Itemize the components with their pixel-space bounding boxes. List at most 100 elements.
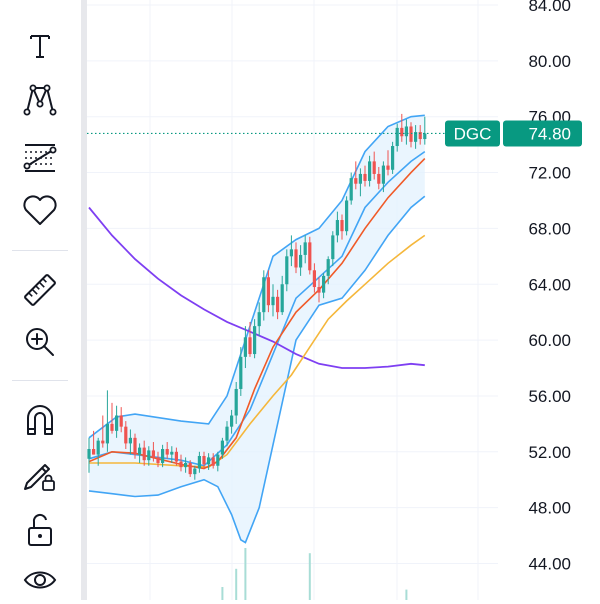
candlesticks: [87, 113, 427, 480]
ticker-tag: [445, 120, 500, 147]
candle-body: [225, 426, 229, 441]
candle: [234, 381, 238, 424]
price-tick-label: 52.00: [528, 443, 571, 462]
candle-body: [119, 415, 123, 427]
heart-icon: [23, 195, 57, 225]
volume-bars: [221, 548, 408, 600]
candle-body: [391, 146, 395, 170]
candle: [349, 172, 353, 205]
price-tick-label: 68.00: [528, 219, 571, 238]
price-tick-label: 64.00: [528, 275, 571, 294]
price-tick-label: 48.00: [528, 499, 571, 518]
lock-drawing-tool-button[interactable]: [16, 450, 64, 498]
prediction-icon: [23, 144, 57, 172]
candle-body: [133, 437, 137, 455]
candle-body: [124, 426, 128, 444]
candle: [409, 122, 413, 148]
candle: [276, 289, 280, 320]
zoom-tool-button[interactable]: [16, 318, 64, 366]
magnet-tool-button[interactable]: [16, 396, 64, 444]
candle: [289, 235, 293, 267]
candle: [124, 421, 128, 450]
candle-body: [423, 133, 427, 140]
toolbar-separator: [12, 380, 68, 381]
candle-body: [386, 165, 390, 170]
candle: [179, 454, 183, 472]
candle-body: [322, 275, 326, 293]
candle-body: [368, 161, 372, 181]
lock-all-tool-button[interactable]: [16, 506, 64, 554]
candle: [285, 249, 289, 292]
candle: [184, 457, 188, 473]
candle: [161, 444, 165, 468]
candle-body: [147, 450, 151, 461]
candle: [395, 123, 399, 152]
candle-body: [308, 242, 312, 271]
measure-tool-button[interactable]: [16, 266, 64, 314]
toolbar-separator: [12, 250, 68, 251]
candle: [404, 119, 408, 145]
price-tick-label: 84.00: [528, 0, 571, 15]
last-price-label: 74.80: [528, 124, 571, 143]
candle-body: [409, 126, 413, 142]
candle-body: [414, 132, 418, 142]
hide-tool-button[interactable]: [16, 556, 64, 604]
candle-body: [128, 437, 132, 444]
candle: [142, 440, 146, 466]
candle-body: [395, 127, 399, 147]
favorites-tool-button[interactable]: [16, 186, 64, 234]
drawing-toolbar: [0, 0, 82, 600]
candle: [165, 442, 169, 459]
candle: [312, 263, 316, 293]
candle-body: [331, 235, 335, 260]
candle-body: [239, 356, 243, 389]
candle-body: [184, 462, 188, 468]
candle: [372, 151, 376, 180]
candle: [345, 196, 349, 236]
volume-bar: [235, 568, 238, 600]
xabcd-pattern-icon: [23, 84, 57, 116]
candle-body: [151, 450, 155, 458]
candle: [156, 451, 160, 468]
candle-body: [400, 127, 404, 137]
candle: [271, 284, 275, 317]
candle: [92, 430, 96, 455]
candle: [202, 451, 206, 469]
candle: [220, 437, 224, 459]
volume-bar: [221, 587, 224, 600]
candle-body: [271, 296, 275, 306]
candle: [253, 319, 257, 359]
price-tag: [503, 120, 582, 147]
candle: [294, 242, 298, 274]
toolbar-scrollbar[interactable]: [81, 0, 87, 600]
candle-body: [105, 423, 109, 444]
ma-slow-line: [88, 206, 425, 369]
candle-body: [156, 457, 160, 463]
prediction-tool-button[interactable]: [16, 134, 64, 182]
candle: [358, 168, 362, 197]
candle-body: [96, 440, 100, 455]
bollinger-lower-line: [88, 195, 426, 544]
volume-bar: [405, 589, 408, 600]
zoom-in-icon: [26, 328, 54, 356]
candle-body: [358, 173, 362, 184]
candle: [400, 113, 404, 142]
candle-body: [280, 284, 284, 313]
candle-body: [211, 457, 215, 466]
candle-body: [207, 457, 211, 465]
pattern-tool-button[interactable]: [16, 76, 64, 124]
price-tick-label: 56.00: [528, 387, 571, 406]
candle-body: [142, 447, 146, 461]
candle-body: [266, 277, 270, 306]
text-tool-button[interactable]: [16, 22, 64, 70]
candle: [299, 245, 303, 276]
candle-body: [404, 126, 408, 137]
candle: [101, 415, 105, 448]
candle: [174, 447, 178, 466]
candle-body: [115, 415, 119, 431]
candle: [262, 270, 266, 321]
candle-body: [234, 388, 238, 416]
candle: [322, 273, 326, 299]
candle: [354, 161, 358, 190]
